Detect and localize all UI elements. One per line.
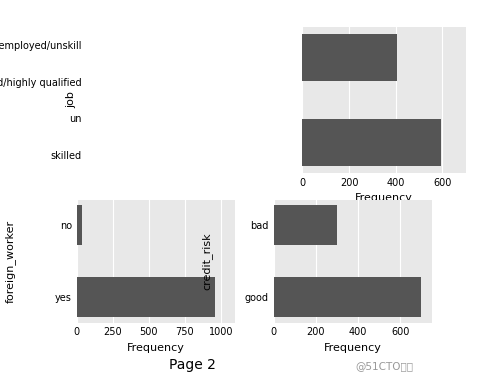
Bar [77,205,82,245]
X-axis label: Frequency: Frequency [324,343,382,353]
Text: foreign_worker: foreign_worker [5,220,16,303]
Text: credit_risk: credit_risk [202,232,213,290]
Text: job: job [67,91,77,108]
Bar [274,277,421,317]
Text: Page 2: Page 2 [168,358,216,372]
Bar [274,205,337,245]
Bar [302,119,441,166]
Text: @51CTO博客: @51CTO博客 [355,361,413,371]
X-axis label: Frequency: Frequency [127,343,185,353]
Text: telephone: telephone [255,72,265,128]
Bar [302,33,396,81]
Bar [77,277,216,317]
X-axis label: Frequency: Frequency [355,193,413,203]
